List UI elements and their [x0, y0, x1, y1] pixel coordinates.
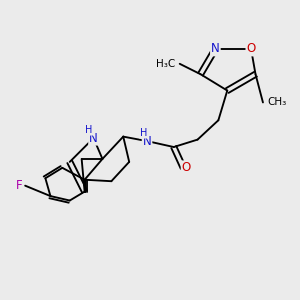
Text: N: N — [143, 135, 152, 148]
Text: O: O — [246, 42, 256, 56]
Text: CH₃: CH₃ — [267, 98, 287, 107]
Text: N: N — [211, 42, 220, 56]
Text: H₃C: H₃C — [156, 59, 175, 69]
Text: N: N — [89, 132, 98, 145]
Text: H: H — [140, 128, 147, 138]
Text: O: O — [182, 161, 191, 174]
Text: H: H — [85, 125, 93, 135]
Text: F: F — [16, 179, 22, 192]
